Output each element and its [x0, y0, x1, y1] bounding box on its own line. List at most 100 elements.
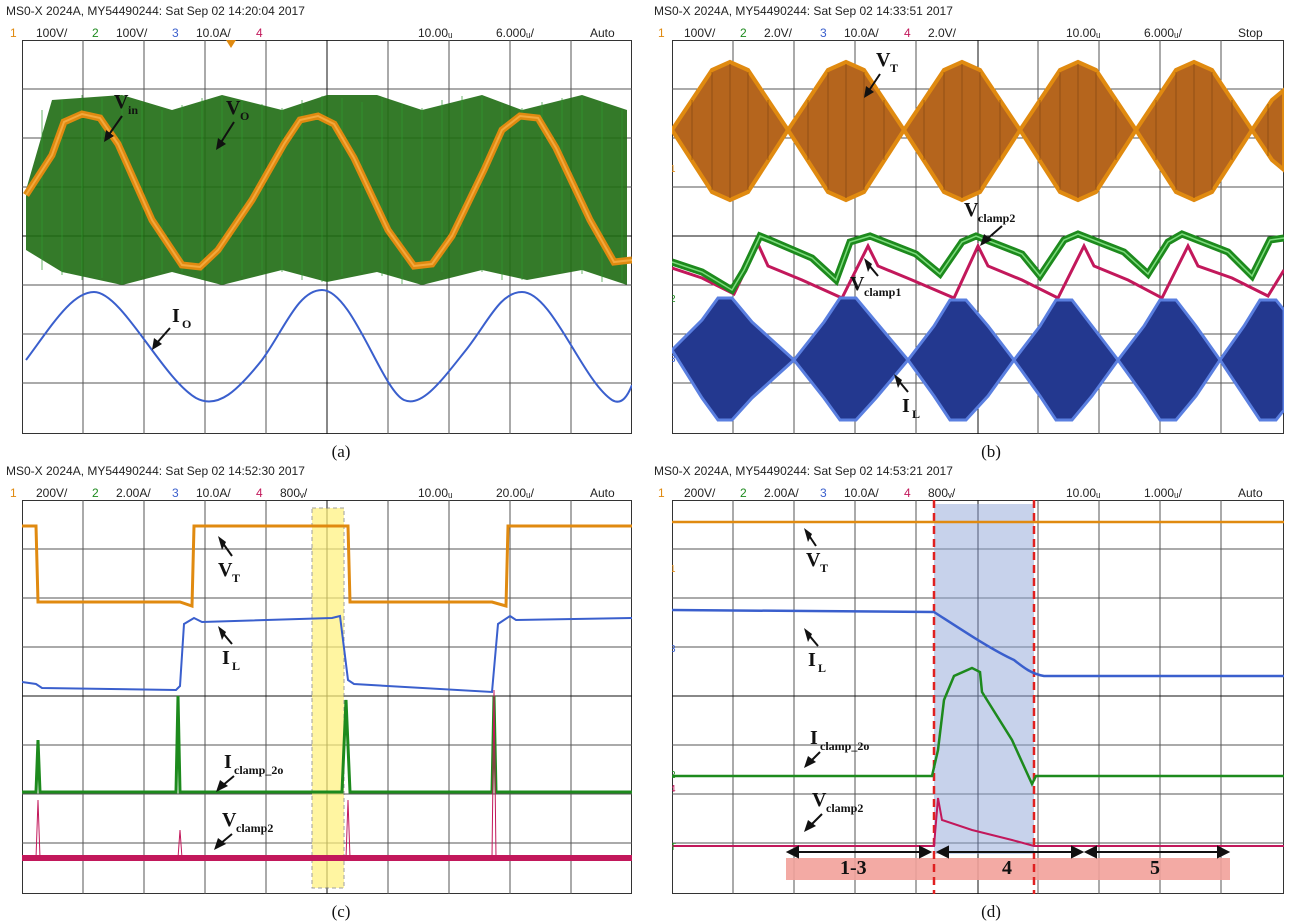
ch4-num: 4 — [256, 26, 263, 40]
label-vt: V T — [804, 528, 828, 575]
vin-pwm-hatch — [41, 95, 623, 284]
ch2-scale: 2.00A/ — [764, 486, 799, 500]
panel-a: MS0-X 2024A, MY54490244: Sat Sep 02 14:2… — [6, 4, 646, 461]
ch1-marker: 1 — [672, 564, 676, 575]
il-waveform — [22, 614, 632, 694]
timebase: 10.00ᵤ — [1066, 26, 1101, 40]
ch3-scale: 10.0A/ — [196, 486, 231, 500]
ch3-marker: 3 — [672, 354, 676, 365]
ch3-num: 3 — [172, 486, 179, 500]
svg-text:V: V — [850, 273, 865, 295]
label-vclamp1: V clamp1 — [850, 258, 901, 299]
svg-text:V: V — [964, 199, 979, 221]
ch1-scale: 200V/ — [36, 486, 68, 500]
vt-hatch — [691, 64, 1269, 198]
screen-svg-a: 1 2 3 V in V O I O — [22, 40, 632, 434]
ch2-num: 2 — [740, 26, 747, 40]
scope-header: MS0-X 2024A, MY54490244: Sat Sep 02 14:5… — [654, 464, 953, 478]
svg-text:clamp2: clamp2 — [826, 801, 863, 815]
caption: (a) — [331, 442, 351, 461]
svg-text:in: in — [128, 103, 138, 117]
trigger-mode: Auto — [1238, 486, 1263, 500]
ch4-num: 4 — [904, 486, 911, 500]
caption: (d) — [981, 902, 1001, 921]
svg-text:O: O — [182, 317, 191, 331]
il-waveform — [672, 608, 1284, 678]
ch4-scale: 800ᵥ/ — [280, 486, 308, 500]
interval-4: 4 — [1002, 857, 1012, 879]
svg-text:I: I — [902, 395, 910, 417]
interval-bar — [786, 858, 1230, 880]
trigger-mode: Stop — [1238, 26, 1263, 40]
interval-1-3: 1-3 — [840, 857, 867, 879]
label-il: I L — [804, 628, 826, 675]
svg-text:I: I — [810, 727, 818, 749]
scope-header: MS0-X 2024A, MY54490244: Sat Sep 02 14:5… — [6, 464, 305, 478]
ch1-num: 1 — [658, 486, 665, 500]
vclamp-noise — [35, 689, 497, 859]
scope-screen: 1-3 4 5 1 3 2 4 T V T I L I clamp_2o — [672, 500, 1296, 896]
svg-text:V: V — [114, 91, 129, 113]
trigger-marker: T — [672, 842, 676, 853]
svg-text:T: T — [232, 571, 240, 585]
label-il: I L — [894, 374, 920, 421]
ch4-scale: 800ᵥ/ — [928, 486, 956, 500]
trigger-arrow — [226, 40, 236, 48]
svg-text:I: I — [222, 647, 230, 669]
trigger-mode: Auto — [590, 486, 615, 500]
interval-5: 5 — [1150, 857, 1160, 879]
svg-text:V: V — [226, 97, 241, 119]
svg-text:T: T — [890, 61, 898, 75]
svg-text:V: V — [222, 809, 237, 831]
svg-text:clamp_2o: clamp_2o — [820, 739, 869, 753]
scope-screen: 1 3 2 4 T V T I L I clamp_2o — [22, 500, 646, 896]
io-waveform — [25, 288, 632, 403]
svg-text:V: V — [812, 789, 827, 811]
panel-d: MS0-X 2024A, MY54490244: Sat Sep 02 14:5… — [654, 464, 1296, 921]
interval-highlight — [934, 504, 1034, 854]
ch1-num: 1 — [10, 486, 17, 500]
vclamp-waveform — [672, 797, 1284, 847]
label-vt: V T — [218, 536, 240, 585]
scope-header: MS0-X 2024A, MY54490244: Sat Sep 02 14:2… — [6, 4, 305, 18]
il-envelope — [672, 296, 1284, 422]
screen-svg-b: 1 2 3 V T V clamp2 V clamp1 I — [672, 40, 1284, 434]
ch1-scale: 100V/ — [36, 26, 68, 40]
ch4-scale: 2.0V/ — [928, 26, 957, 40]
caption: (c) — [331, 902, 351, 921]
vo-waveform-core — [25, 112, 632, 269]
label-io: I O — [152, 305, 191, 350]
vt-envelope — [672, 59, 1284, 203]
ch1-num: 1 — [658, 26, 665, 40]
svg-text:clamp2: clamp2 — [978, 211, 1015, 225]
screen-svg-c: 1 3 2 4 T V T I L I clamp_2o — [22, 500, 632, 894]
svg-text:I: I — [224, 751, 232, 773]
hscale: 6.000ᵤ/ — [1144, 26, 1182, 40]
ch3-num: 3 — [820, 486, 827, 500]
vclamp2-core — [672, 233, 1284, 292]
scope-screen: 1 2 3 V T V clamp2 V clamp1 I — [672, 40, 1296, 436]
svg-text:clamp_2o: clamp_2o — [234, 763, 283, 777]
ch2-scale: 2.00A/ — [116, 486, 151, 500]
ch3-num: 3 — [820, 26, 827, 40]
timebase: 10.00ᵤ — [418, 486, 453, 500]
ch1-scale: 100V/ — [684, 26, 716, 40]
svg-text:L: L — [818, 661, 826, 675]
svg-text:I: I — [172, 305, 180, 327]
ch2-num: 2 — [92, 486, 99, 500]
hscale: 1.000ᵤ/ — [1144, 486, 1182, 500]
label-iclamp: I clamp_2o — [216, 751, 283, 792]
hscale: 6.000ᵤ/ — [496, 26, 534, 40]
label-vo: V O — [216, 97, 249, 150]
ch3-num: 3 — [172, 26, 179, 40]
panel-c: MS0-X 2024A, MY54490244: Sat Sep 02 14:5… — [6, 464, 646, 921]
ch2-scale: 2.0V/ — [764, 26, 793, 40]
highlight-window — [311, 507, 345, 889]
vt-waveform — [22, 524, 632, 609]
label-vclamp: V clamp2 — [804, 789, 863, 832]
svg-text:V: V — [806, 549, 821, 571]
vin-pwm-band — [26, 95, 627, 285]
label-vin: V in — [104, 91, 138, 142]
caption: (b) — [981, 442, 1001, 461]
ch4-num: 4 — [904, 26, 911, 40]
